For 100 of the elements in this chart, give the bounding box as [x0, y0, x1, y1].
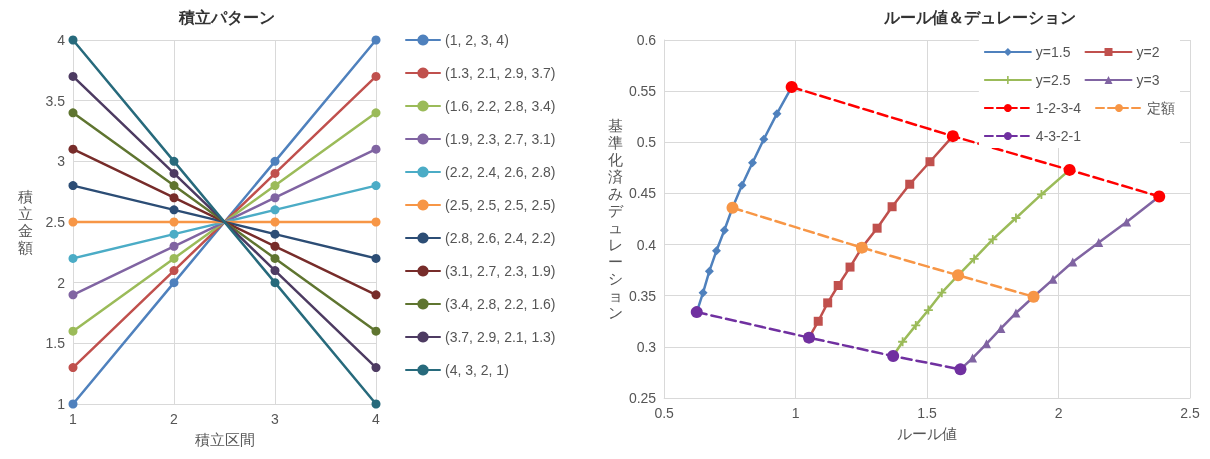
legend-label: (2.5, 2.5, 2.5, 2.5)	[445, 197, 556, 213]
y-tick-label: 0.35	[628, 287, 657, 304]
legend-label: (4, 3, 2, 1)	[445, 362, 509, 378]
legend-label: (2.8, 2.6, 2.4, 2.2)	[445, 230, 556, 246]
point	[169, 205, 179, 215]
chart-title: ルール値＆デュレーション	[883, 8, 1076, 26]
point	[68, 108, 78, 118]
point	[887, 202, 897, 212]
legend-label: 4-3-2-1	[1035, 128, 1082, 144]
point	[719, 225, 729, 235]
point	[68, 399, 78, 409]
point	[371, 181, 381, 191]
y-tick-label: 1.5	[45, 335, 66, 352]
point	[1011, 213, 1021, 223]
point	[833, 280, 843, 290]
point	[371, 363, 381, 373]
point	[270, 241, 280, 251]
legend-label: y=3	[1136, 72, 1160, 88]
point	[371, 326, 381, 336]
legend-label: (3.7, 2.9, 2.1, 1.3)	[445, 329, 556, 345]
point	[169, 278, 179, 288]
point	[270, 181, 280, 191]
x-tick-label: 2	[1054, 405, 1063, 421]
legend-label: y=2.5	[1035, 72, 1071, 88]
point	[982, 339, 991, 349]
point	[169, 241, 179, 251]
point	[68, 363, 78, 373]
point	[937, 288, 947, 298]
point	[169, 266, 179, 276]
x-tick-label: 3	[271, 411, 280, 427]
point	[270, 253, 280, 263]
legend-label: (3.1, 2.7, 2.3, 1.9)	[445, 263, 556, 279]
point	[747, 158, 757, 168]
y-tick-label: 0.45	[628, 185, 657, 202]
point	[169, 156, 179, 166]
point	[68, 144, 78, 154]
point	[270, 278, 280, 288]
point	[169, 193, 179, 203]
point	[759, 134, 769, 144]
x-axis-title: ルール値	[897, 424, 958, 442]
x-tick-label: 0.5	[654, 405, 675, 421]
point	[68, 181, 78, 191]
y-axis-title: 積立金額	[18, 188, 33, 256]
chart-title: 積立パターン	[178, 7, 275, 26]
point	[270, 266, 280, 276]
legend-label: y=1.5	[1035, 44, 1071, 60]
y-tick-label: 2.5	[45, 214, 66, 230]
point	[923, 305, 933, 315]
text: 基準化済みデュレーション	[608, 117, 623, 321]
x-tick-label: 2	[170, 411, 179, 427]
legend-label: 1-2-3-4	[1035, 100, 1082, 116]
point	[1122, 217, 1132, 227]
point	[737, 180, 747, 190]
point	[969, 254, 979, 264]
point	[371, 35, 381, 45]
y-tick-label: 0.55	[628, 83, 657, 100]
y-tick-label: 3.5	[45, 92, 66, 109]
x-tick-label: 1	[69, 411, 78, 427]
x-tick-label: 2.5	[1180, 405, 1200, 421]
x-tick-label: 1	[791, 405, 800, 421]
point	[1011, 308, 1021, 318]
point	[169, 217, 179, 227]
point	[905, 179, 915, 189]
point	[68, 217, 78, 227]
point	[68, 290, 78, 300]
point	[270, 229, 280, 239]
point	[872, 223, 882, 233]
legend-label: y=2	[1136, 44, 1160, 60]
point	[169, 229, 179, 239]
point	[845, 262, 855, 272]
point	[68, 326, 78, 336]
point	[68, 253, 78, 263]
point	[169, 253, 179, 263]
point	[371, 253, 381, 263]
point	[911, 320, 921, 330]
legend-label: (1.3, 2.1, 2.9, 3.7)	[445, 65, 556, 81]
point	[371, 108, 381, 118]
x-tick-label: 4	[372, 411, 381, 427]
point	[371, 144, 381, 154]
point	[270, 156, 280, 166]
point	[270, 168, 280, 178]
point	[772, 109, 782, 119]
point	[996, 323, 1006, 333]
point	[270, 217, 280, 227]
legend-label: (1.6, 2.2, 2.8, 3.4)	[445, 98, 556, 114]
point	[169, 181, 179, 191]
y-tick-label: 0.3	[636, 338, 657, 355]
y-tick-label: 4	[57, 32, 66, 48]
y-tick-label: 2	[57, 274, 66, 291]
y-tick-label: 0.6	[636, 32, 657, 48]
y-tick-label: 0.4	[636, 236, 657, 253]
point	[813, 316, 823, 326]
point	[68, 35, 78, 45]
point	[898, 337, 908, 347]
point	[698, 288, 708, 298]
legend-label: (2.2, 2.4, 2.6, 2.8)	[445, 164, 556, 180]
y-tick-label: 0.5	[636, 134, 657, 151]
point	[270, 193, 280, 203]
point	[371, 217, 381, 227]
y-tick-label: 0.25	[628, 390, 657, 406]
